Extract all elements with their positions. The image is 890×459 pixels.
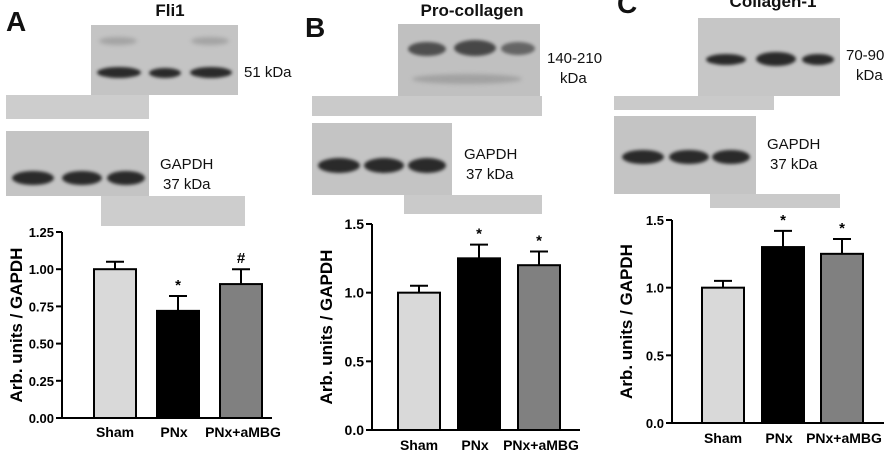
category-label: Sham: [96, 424, 134, 440]
bar-pnx: [156, 309, 200, 419]
significance-marker: *: [476, 226, 482, 243]
y-tick-label: 1.25: [29, 225, 54, 240]
significance-marker: *: [839, 220, 845, 237]
panel-letter-c: C: [617, 0, 638, 19]
significance-marker: *: [536, 232, 542, 249]
blot-title-procollagen: Pro-collagen: [420, 1, 524, 20]
y-axis-label: Arb. units / GAPDH: [617, 244, 636, 399]
y-axis-label: Arb. units / GAPDH: [317, 250, 336, 405]
gapdh-label-b: GAPDH: [464, 146, 518, 163]
gapdh-blot-image-b: [312, 123, 452, 195]
gapdh-blot-image-c: [614, 116, 756, 194]
category-label: PNx: [461, 437, 488, 453]
procollagen-kda-line1: 140-210: [547, 50, 603, 67]
gapdh-blot-image-a: [6, 131, 149, 196]
y-tick-label: 0.50: [29, 337, 54, 352]
category-label: Sham: [704, 430, 742, 446]
bar-chart-b: 0.0 0.5 1.0 1.5 Arb. units / GAPDH * * Sham PNx P…: [317, 216, 580, 453]
gapdh-kda-c: 37 kDa: [770, 156, 818, 173]
bar-pnx: [457, 257, 501, 432]
y-tick-label: 1.5: [345, 216, 365, 232]
significance-marker: *: [780, 212, 786, 229]
y-tick-label: 1.0: [646, 281, 664, 296]
category-label: PNx+aMBG: [806, 430, 882, 446]
category-label: PNx+aMBG: [205, 424, 281, 440]
y-tick-label: 1.5: [646, 213, 664, 228]
panel-letter-a: A: [6, 6, 27, 37]
blot-title-collagen1: Collagen-1: [729, 0, 817, 11]
bar-pnx: [761, 246, 805, 424]
panel-letter-b: B: [305, 12, 326, 43]
collagen1-kda-line1: 70-90: [846, 47, 885, 64]
procollagen-blot-image: [398, 24, 540, 96]
procollagen-kda-line2: kDa: [560, 70, 587, 87]
collagen1-kda-line2: kDa: [856, 67, 883, 84]
y-axis-label: Arb. units / GAPDH: [7, 248, 26, 403]
significance-marker: #: [237, 250, 246, 267]
bar-sham: [93, 268, 137, 419]
collagen1-blot-image: [698, 18, 840, 96]
bar-sham: [397, 291, 441, 431]
y-tick-label: 0.25: [29, 374, 54, 389]
fli1-blot-image: [91, 25, 238, 95]
y-tick-label: 0.75: [29, 299, 54, 314]
gapdh-kda-b: 37 kDa: [466, 166, 514, 183]
significance-marker: *: [175, 277, 181, 294]
bar-pnx-ambg: [219, 283, 263, 419]
y-tick-label: 0.0: [646, 416, 664, 431]
gapdh-kda-a: 37 kDa: [163, 176, 211, 193]
fli1-kda-label: 51 kDa: [244, 64, 292, 81]
gapdh-label-c: GAPDH: [767, 136, 821, 153]
bar-pnx-ambg: [820, 252, 864, 425]
bar-sham: [701, 286, 745, 424]
y-tick-label: 0.5: [646, 348, 664, 363]
y-tick-label: 1.00: [29, 262, 54, 277]
y-tick-label: 1.0: [345, 285, 365, 301]
blot-title-fli1: Fli1: [155, 1, 185, 20]
bar-chart-c: 0.0 0.5 1.0 1.5 Arb. units / GAPDH * * Sham PNx P…: [617, 212, 884, 446]
category-label: Sham: [400, 437, 438, 453]
category-label: PNx: [160, 424, 187, 440]
gapdh-label-a: GAPDH: [160, 156, 214, 173]
y-tick-label: 0.0: [345, 422, 365, 438]
y-tick-label: 0.5: [345, 353, 365, 369]
bar-pnx-ambg: [517, 264, 561, 432]
category-label: PNx+aMBG: [503, 437, 579, 453]
category-label: PNx: [765, 430, 792, 446]
y-tick-label: 0.00: [29, 411, 54, 426]
